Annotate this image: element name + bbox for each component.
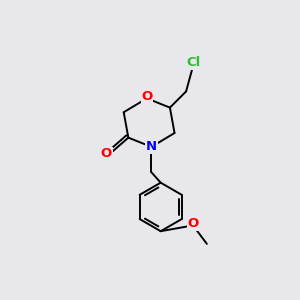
Text: O: O bbox=[141, 90, 152, 103]
Text: O: O bbox=[101, 147, 112, 160]
Text: Cl: Cl bbox=[186, 56, 200, 69]
Text: N: N bbox=[146, 140, 157, 153]
Text: O: O bbox=[188, 217, 199, 230]
